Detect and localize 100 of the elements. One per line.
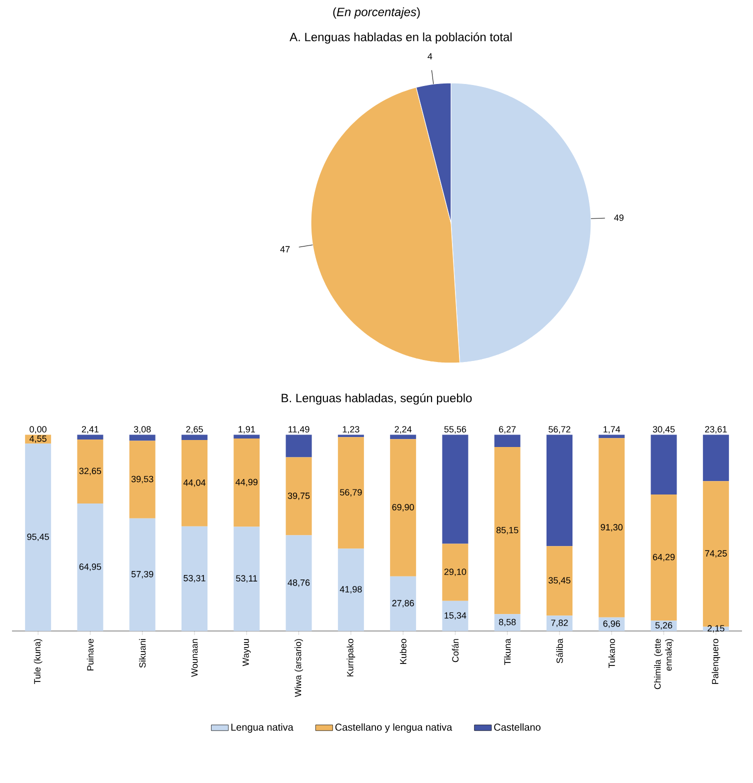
x-tick-label: Tukano bbox=[608, 638, 615, 668]
bar bbox=[77, 439, 104, 504]
bar bbox=[286, 457, 312, 536]
chart-title: A. Lenguas habladas en la población total bbox=[290, 32, 512, 44]
bar bbox=[650, 434, 677, 495]
data-label: 57,39 bbox=[131, 570, 154, 578]
legend-label: Castellano y lengua nativa bbox=[335, 723, 452, 733]
data-label: 2,15 bbox=[708, 625, 724, 633]
data-label: 47 bbox=[280, 246, 290, 252]
data-label: 4,55 bbox=[30, 436, 46, 443]
data-label: 2,24 bbox=[394, 426, 412, 434]
data-label: 49 bbox=[614, 214, 624, 221]
bar bbox=[702, 434, 729, 482]
data-label: 30,45 bbox=[652, 426, 675, 434]
x-tick-label: Wounaan bbox=[191, 639, 198, 677]
bar bbox=[286, 434, 312, 458]
data-label: 74,25 bbox=[705, 550, 727, 558]
bar bbox=[25, 444, 52, 631]
data-label: 32,65 bbox=[79, 468, 102, 476]
chart-subtitle: (En porcentajes) bbox=[333, 7, 420, 19]
data-label: 95,45 bbox=[27, 534, 49, 542]
data-label: 64,95 bbox=[79, 564, 102, 571]
data-label: 1,74 bbox=[604, 426, 620, 434]
data-label: 35,45 bbox=[548, 577, 570, 585]
data-label: 55,56 bbox=[444, 426, 466, 434]
bar bbox=[598, 438, 625, 618]
bar bbox=[546, 616, 573, 631]
bar bbox=[494, 434, 520, 448]
x-tick-label: Kurripako bbox=[346, 638, 356, 676]
chart-title: B. Lenguas habladas, según pueblo bbox=[282, 393, 472, 405]
x-tick-label: Wayuu bbox=[242, 639, 251, 666]
data-label: 39,75 bbox=[288, 492, 310, 500]
legend-label: Lengua nativa bbox=[231, 723, 294, 733]
data-label: 6,27 bbox=[499, 426, 516, 434]
data-label: 56,72 bbox=[548, 426, 570, 434]
data-label: 23,61 bbox=[705, 426, 727, 434]
data-label: 69,90 bbox=[392, 504, 414, 512]
data-label: 39,53 bbox=[131, 476, 154, 484]
bar bbox=[182, 526, 208, 631]
x-tick-label: Tule (kuna) bbox=[34, 639, 42, 684]
bar bbox=[442, 434, 468, 544]
x-tick-label: Chimila (ette ennaka) bbox=[654, 638, 674, 690]
x-tick-label: Palenquero bbox=[712, 638, 720, 684]
data-label: 8,58 bbox=[499, 618, 516, 626]
bar bbox=[442, 544, 468, 601]
x-tick-label: Wiwa (arsario) bbox=[294, 639, 303, 697]
data-label: 5,26 bbox=[655, 622, 672, 630]
data-label: 64,29 bbox=[652, 554, 675, 562]
bar bbox=[494, 614, 520, 631]
bar bbox=[390, 434, 416, 440]
data-label: 91,30 bbox=[600, 524, 623, 532]
legend-label: Castellano bbox=[494, 723, 540, 731]
bar bbox=[702, 481, 729, 627]
bar bbox=[494, 447, 520, 614]
data-label: 53,31 bbox=[184, 574, 206, 582]
bar bbox=[129, 518, 156, 631]
data-label: 7,82 bbox=[551, 620, 568, 628]
bar bbox=[286, 535, 312, 631]
bar bbox=[129, 440, 156, 518]
data-label: 2,65 bbox=[186, 426, 203, 434]
bar bbox=[77, 504, 104, 631]
data-label: 0,00 bbox=[30, 426, 46, 434]
bar bbox=[234, 438, 260, 527]
bar bbox=[234, 434, 260, 438]
bar bbox=[338, 548, 364, 631]
bar bbox=[390, 439, 416, 576]
data-label: 6,96 bbox=[603, 620, 620, 628]
data-label: 41,98 bbox=[340, 586, 362, 594]
bar bbox=[390, 576, 416, 631]
bar bbox=[546, 546, 573, 616]
bar bbox=[129, 434, 156, 441]
data-label: 15,34 bbox=[444, 612, 466, 620]
data-label: 1,23 bbox=[342, 426, 360, 434]
bar bbox=[182, 440, 208, 526]
x-tick-label: Tikuna bbox=[504, 638, 511, 666]
x-tick-label: Cofán bbox=[452, 639, 459, 662]
data-label: 11,49 bbox=[288, 426, 310, 434]
data-label: 53,11 bbox=[236, 575, 258, 583]
data-label: 4 bbox=[428, 53, 432, 60]
data-label: 56,79 bbox=[340, 489, 362, 497]
bar bbox=[77, 434, 104, 440]
bar bbox=[338, 437, 364, 549]
data-label: 2,41 bbox=[82, 426, 99, 434]
bar bbox=[650, 494, 677, 621]
x-tick-label: Puinave bbox=[86, 638, 94, 670]
x-tick-label: Kubeo bbox=[400, 638, 406, 664]
data-label: 3,08 bbox=[134, 426, 151, 434]
bar bbox=[546, 434, 573, 546]
data-label: 27,86 bbox=[392, 600, 414, 608]
x-tick-label: Sikuani bbox=[139, 639, 146, 668]
data-label: 44,99 bbox=[236, 478, 258, 486]
bar bbox=[442, 600, 468, 631]
bar bbox=[234, 526, 260, 631]
bar bbox=[182, 434, 208, 440]
x-tick-label: Sáliba bbox=[556, 638, 563, 664]
data-label: 48,76 bbox=[288, 579, 310, 587]
data-label: 29,10 bbox=[444, 568, 466, 576]
data-label: 44,04 bbox=[183, 479, 206, 487]
data-label: 85,15 bbox=[496, 526, 518, 534]
data-label: 1,91 bbox=[238, 426, 255, 434]
